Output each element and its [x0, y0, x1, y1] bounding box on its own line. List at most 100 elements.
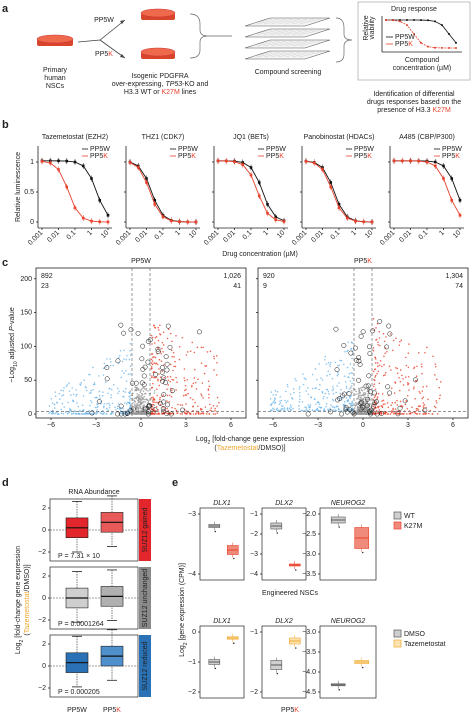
- gene-point: [182, 394, 185, 397]
- plot-frame: [35, 267, 247, 419]
- gene-point: [423, 413, 425, 415]
- gene-point: [327, 408, 329, 410]
- gene-point: [166, 388, 168, 391]
- group-bar: [139, 567, 151, 629]
- line: [263, 29, 287, 36]
- panel-label: a: [2, 3, 9, 15]
- gene-point: [60, 389, 62, 392]
- gene-point: [130, 412, 132, 415]
- line: [277, 40, 301, 47]
- gene-point: [125, 369, 127, 372]
- text-part: presence of H3.3: [377, 107, 432, 114]
- bracket: [189, 13, 232, 59]
- gene-point: [154, 412, 157, 415]
- target-gene: [343, 404, 349, 410]
- arrowhead: [120, 20, 125, 58]
- gene-point: [376, 362, 379, 364]
- legend-swatch: [393, 639, 402, 648]
- gene-point: [171, 378, 174, 381]
- marker: [345, 216, 349, 220]
- target-gene: [128, 327, 134, 333]
- label: 0.001: [291, 229, 308, 246]
- gene-point: [55, 411, 57, 414]
- label: 0.5: [24, 189, 34, 196]
- gene-point: [177, 403, 179, 406]
- label: PP5W: [94, 17, 114, 24]
- gene-point: [413, 411, 416, 414]
- gene-point: [112, 384, 115, 386]
- text-part: PP5: [395, 41, 408, 48]
- target-gene: [384, 344, 389, 350]
- target-gene: [360, 329, 366, 335]
- gene-point: [359, 402, 362, 405]
- gene-point: [154, 337, 157, 339]
- gene-point: [175, 376, 177, 379]
- gene-point: [66, 384, 69, 386]
- label: WT: [404, 513, 416, 520]
- label: −Log10 adjusted P-value: [9, 307, 19, 383]
- gene-point: [129, 365, 132, 368]
- gene-point: [76, 401, 78, 404]
- gene-point: [372, 385, 375, 388]
- text-part: H3.3 WT or: [124, 89, 162, 96]
- gene-point: [335, 391, 337, 394]
- gene-point: [292, 388, 295, 390]
- gene-point: [348, 388, 351, 390]
- gene-point: [111, 402, 114, 405]
- gene-point: [185, 394, 188, 396]
- line: [270, 40, 294, 47]
- marker: [57, 159, 60, 163]
- target-gene: [142, 364, 148, 370]
- gene-point: [345, 407, 348, 410]
- gene-point: [168, 394, 171, 397]
- line: [249, 18, 273, 25]
- gene-point: [340, 388, 342, 391]
- gene-point: [384, 352, 387, 355]
- gene-point: [407, 375, 410, 378]
- gene-point: [117, 403, 120, 405]
- target-gene: [357, 400, 363, 406]
- gene-point: [372, 349, 375, 352]
- gene-point: [366, 404, 369, 407]
- gene-point: [438, 397, 441, 400]
- gene-point: [204, 365, 206, 367]
- gene-point: [362, 394, 364, 397]
- gene-point: [332, 399, 335, 402]
- gene-point: [408, 389, 410, 391]
- gene-point: [323, 395, 325, 398]
- gene-point: [422, 402, 425, 404]
- target-gene: [333, 326, 339, 332]
- gene-point: [122, 407, 124, 410]
- gene-point: [162, 344, 165, 346]
- gene-point: [415, 409, 418, 412]
- gene-point: [105, 407, 108, 410]
- gene-point: [396, 399, 398, 402]
- gene-point: [151, 375, 153, 377]
- gene-point: [363, 412, 366, 415]
- gene-point: [147, 401, 150, 403]
- gene-point: [314, 398, 316, 400]
- label: PP5W: [395, 34, 415, 41]
- gene-point: [391, 402, 394, 404]
- gene-point: [156, 401, 158, 404]
- target-gene: [118, 403, 124, 409]
- gene-point: [102, 367, 105, 370]
- gene-point: [119, 409, 122, 411]
- gene-point: [289, 404, 292, 407]
- gene-point: [129, 403, 132, 406]
- gene-point: [196, 346, 199, 349]
- text-part: [fold-change gene expression: [210, 436, 304, 443]
- label: 0: [30, 219, 34, 226]
- label: 100: [20, 343, 32, 350]
- gene-point: [393, 412, 395, 414]
- text-part: K: [367, 153, 372, 160]
- gene-point: [298, 405, 300, 407]
- gene-point: [348, 372, 351, 375]
- marker: [98, 220, 102, 224]
- text-part: K27M: [432, 107, 450, 114]
- gene-point: [337, 373, 339, 376]
- label: −4: [250, 571, 258, 578]
- plot-frame: [261, 625, 307, 699]
- marker: [441, 24, 443, 27]
- label: −3: [250, 551, 258, 558]
